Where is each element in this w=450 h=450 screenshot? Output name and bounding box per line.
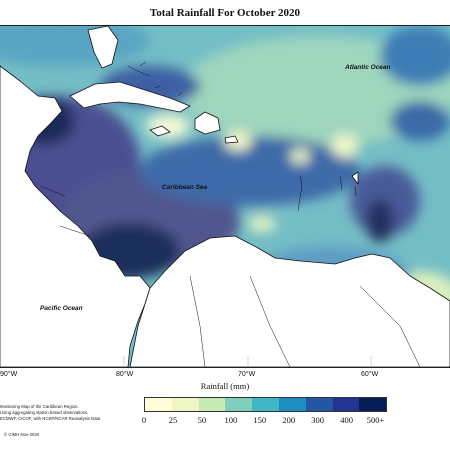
lesser-antilles-light [331,134,359,158]
lon-tick-70w: 70°W [238,371,256,378]
rainfall-map: Atlantic Ocean Caribbean Sea Pacific Oce… [0,25,450,368]
rainfall-legend-labels: 0 25 50 100 150 200 300 400 500+ [132,415,422,427]
credit-line: Using aggregating station based observat… [0,410,89,415]
legend-swatch [359,398,387,411]
graticule [123,356,372,367]
hispaniola-light [146,114,190,138]
cuba-island [69,81,191,113]
lon-tick-80w: 80°W [116,371,134,378]
legend-swatch [278,398,306,411]
legend-swatch [332,398,360,411]
credit-line: Monitoring Map of the Caribbean Region. [0,404,79,409]
bahamas-islands [127,61,183,97]
legend-label: 150 [253,415,267,425]
legend-label: 25 [168,415,178,425]
hispaniola-island [194,111,221,135]
lesser-antilles-chain [297,175,357,212]
legend-label: 50 [197,415,207,425]
ne-blue-zone [380,26,450,86]
legend-label: 500+ [366,415,385,425]
legend-swatch [198,398,226,411]
country-borders [39,185,421,367]
lon-tick-90w: 90°W [0,371,18,378]
data-credits: Monitoring Map of the Caribbean Region. U… [0,404,120,422]
caribbean-sea-label: Caribbean Sea [162,184,208,191]
rainfall-legend [144,397,388,412]
copyright-note: © CIMH Nov-2020 [4,432,40,437]
atlantic-ocean-label: Atlantic Ocean [345,64,391,71]
legend-swatch [145,398,172,411]
legend-swatch [252,398,279,411]
legend-label: 300 [311,415,325,425]
abc-islands-light [248,216,276,232]
ne-blue-zone-2 [390,101,450,141]
map-title: Total Rainfall For October 2020 [149,7,301,19]
pacific-ocean-label: Pacific Ocean [40,305,83,312]
virgin-islands-light [290,148,310,164]
legend-label: 100 [224,415,238,425]
rainfall-map-svg [0,26,450,367]
caribbean-blue [140,136,360,206]
jamaica-island [149,125,171,137]
land-masses [0,26,450,367]
central-america-landmass [0,65,151,367]
legend-swatch [305,398,333,411]
tobago-dark [366,199,394,243]
legend-label: 400 [340,415,353,425]
pr-light [224,131,252,151]
lon-tick-60w: 60°W [361,371,379,378]
legend-swatch [225,398,253,411]
legend-swatch [171,398,199,411]
legend-label: 0 [141,415,147,425]
borders-and-islands [39,61,421,367]
legend-axis-title: Rainfall (mm) [200,381,250,391]
trinidad-island [351,171,359,185]
credit-line: ECMWF, CICOF, with NCEP/NCAR Reanalysis … [0,416,101,421]
florida-peninsula [87,26,119,69]
south-america-landmass [129,235,450,367]
legend-label: 200 [282,415,296,425]
puerto-rico-island [224,135,239,144]
